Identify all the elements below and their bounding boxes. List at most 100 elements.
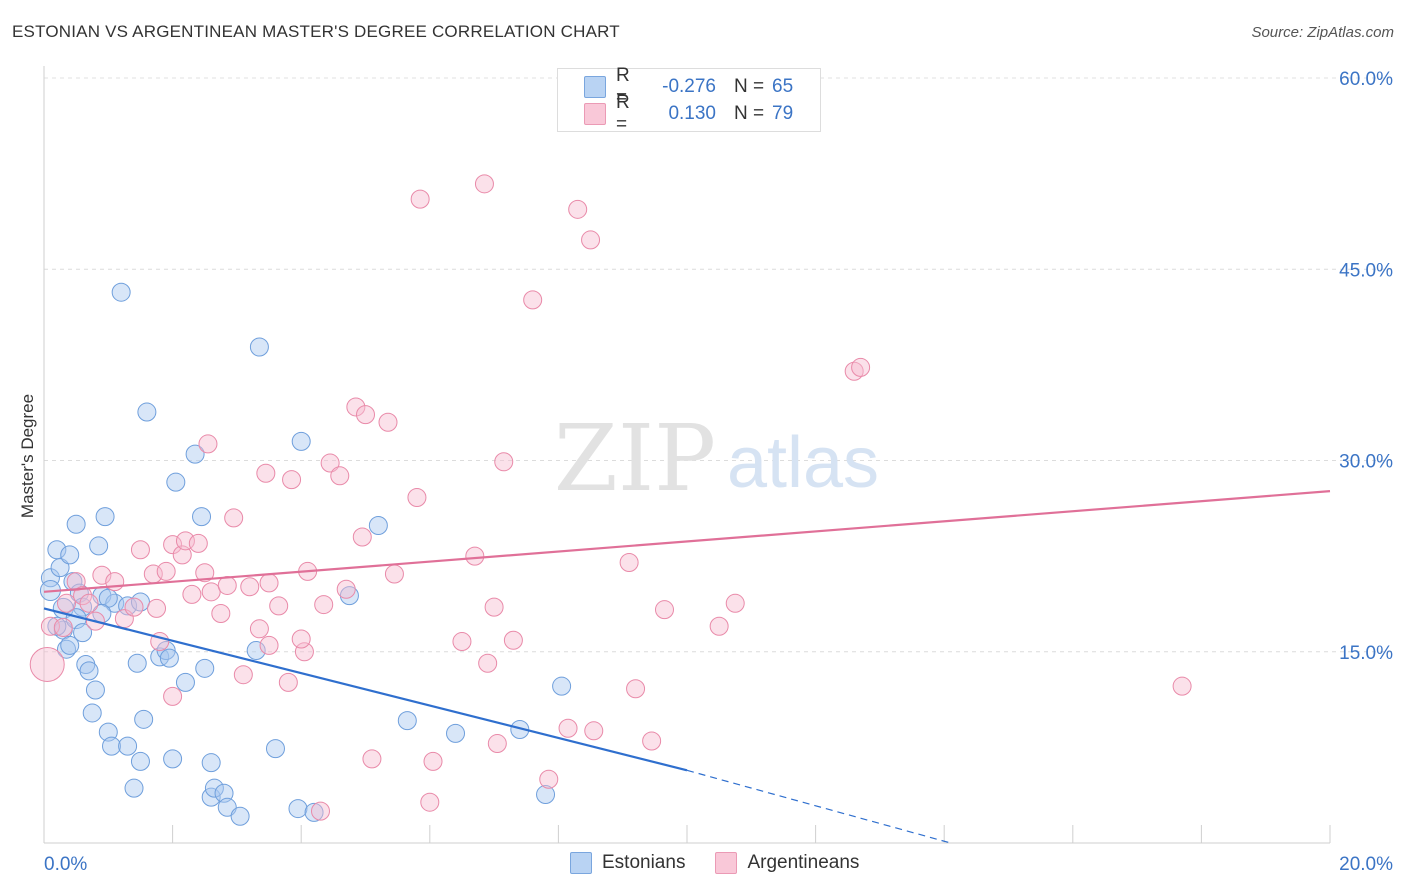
argentineans-point [259, 573, 279, 593]
argentineans-point [172, 545, 192, 565]
argentineans-swatch [584, 103, 606, 125]
legend-item-argentineans[interactable]: Argentineans [715, 852, 859, 874]
watermark: ZIP atlas [554, 405, 879, 512]
estonians-point [60, 635, 80, 655]
argentineans-point [423, 751, 443, 771]
trend-lines [43, 490, 1331, 844]
argentineans-point [352, 527, 372, 547]
argentineans-point [198, 434, 218, 454]
n-value-estonians: 65 [772, 76, 794, 97]
estonians-point [368, 516, 388, 536]
argentineans-point [188, 533, 208, 553]
y-tick-label: 60.0% [1339, 69, 1393, 90]
estonians-trend-extension [686, 769, 951, 844]
estonians-point [40, 568, 60, 588]
argentineans-point [53, 618, 73, 638]
watermark-zip: ZIP [554, 405, 716, 512]
argentineans-point [163, 535, 183, 555]
argentineans-point [330, 466, 350, 486]
estonians-legend-swatch [570, 852, 592, 874]
argentineans-point [568, 199, 588, 219]
argentineans-point [156, 561, 176, 581]
argentineans-trend-line [43, 490, 1331, 593]
argentineans-point [494, 452, 514, 472]
estonians-point [195, 658, 215, 678]
argentineans-point [57, 593, 77, 613]
x-tick-label: 0.0% [44, 854, 87, 875]
argentineans-point [346, 397, 366, 417]
argentineans-point [503, 630, 523, 650]
legend-row-argentineans: R = 0.130 N = 79 [584, 92, 794, 135]
argentineans-point [105, 572, 125, 592]
argentineans-point [249, 619, 269, 639]
argentineans-point [487, 734, 507, 754]
estonians-point [137, 402, 157, 422]
estonians-point [265, 739, 285, 759]
argentineans-point [362, 749, 382, 769]
argentineans-point [465, 546, 485, 566]
source-label: Source: ZipAtlas.com [1251, 24, 1394, 41]
legend-row-estonians: R = -0.276 N = 65 [584, 65, 794, 108]
estonians-point [201, 753, 221, 773]
estonians-legend-label: Estonians [602, 852, 686, 873]
n-value-argentineans: 79 [772, 103, 794, 124]
argentineans-point [163, 686, 183, 706]
argentineans-point [278, 672, 298, 692]
argentineans-point [233, 665, 253, 685]
r-label: R = [616, 65, 630, 108]
argentineans-point [619, 553, 639, 572]
argentineans-point [320, 453, 340, 473]
argentineans-legend-label: Argentineans [747, 852, 860, 873]
estonians-point [57, 639, 77, 659]
r-value-estonians: -0.276 [662, 76, 716, 97]
stats-legend: R = -0.276 N = 65 R = 0.130 N = 79 [557, 65, 821, 135]
estonians-point [98, 722, 118, 742]
argentineans-point [29, 647, 65, 682]
argentineans-point [147, 598, 167, 618]
estonians-point [536, 785, 556, 805]
argentineans-point [259, 635, 279, 655]
argentineans-point [558, 718, 578, 738]
argentineans-point [182, 584, 202, 604]
argentineans-point [73, 586, 93, 606]
argentineans-point [474, 174, 494, 194]
argentineans-point [201, 582, 221, 602]
estonians-point [304, 802, 324, 822]
x-tick-label: 20.0% [1339, 854, 1393, 875]
estonians-point [204, 778, 224, 798]
estonians-point [85, 680, 105, 700]
estonians-point [192, 507, 212, 527]
n-label: N = [734, 103, 765, 124]
gridlines [44, 77, 1395, 653]
estonians-point [249, 337, 269, 357]
argentineans-point [240, 577, 260, 597]
argentineans-point [282, 470, 302, 490]
estonians-point [166, 472, 186, 492]
r-value-argentineans: 0.130 [668, 103, 716, 124]
argentineans-point [581, 230, 601, 250]
y-tick-label: 30.0% [1339, 452, 1393, 473]
argentineans-point [356, 405, 375, 425]
argentineans-point [452, 632, 472, 652]
argentineans-point [709, 616, 729, 636]
estonians-point [95, 507, 115, 527]
argentineans-point [66, 572, 86, 592]
argentineans-point [256, 463, 276, 483]
axes [43, 66, 1331, 844]
argentineans-point [384, 564, 404, 584]
estonians-point [66, 514, 86, 534]
argentineans-point [291, 629, 311, 649]
estonians-point [73, 623, 93, 643]
argentineans-point [654, 600, 674, 620]
estonians-point [79, 661, 99, 681]
legend-item-estonians[interactable]: Estonians [570, 852, 685, 874]
estonians-point [82, 703, 102, 723]
argentineans-point [336, 579, 356, 599]
argentineans-point [642, 731, 662, 751]
data-points [29, 174, 1192, 826]
estonians-point [288, 799, 308, 819]
estonians-point [60, 545, 80, 565]
argentineans-point [523, 290, 543, 310]
argentineans-point [224, 508, 244, 528]
